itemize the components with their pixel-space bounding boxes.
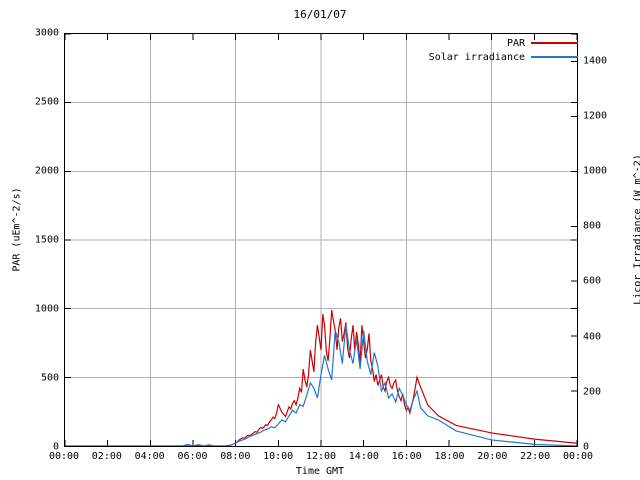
series-line — [65, 309, 577, 446]
data-series-layer — [65, 309, 577, 446]
x-axis-tick-label: 04:00 — [134, 451, 165, 462]
y-axis-right-tick-label: 0 — [583, 441, 590, 453]
legend-swatch-par — [531, 42, 578, 44]
y-axis-right-tick-label: 1400 — [583, 55, 608, 67]
legend-item-solar-irradiance: Solar irradiance — [398, 50, 578, 64]
series-line — [65, 325, 577, 446]
x-axis-tick-label: 00:00 — [562, 451, 594, 462]
x-axis-tick-label: 00:00 — [48, 451, 80, 462]
y-axis-right-tick-label: 800 — [583, 220, 602, 232]
x-axis-tick-label: 02:00 — [91, 451, 122, 462]
x-axis-tick-label: 18:00 — [434, 451, 465, 462]
y-axis-right-tick-label: 600 — [583, 275, 602, 287]
x-axis-tick-label: 12:00 — [305, 451, 337, 462]
legend-label-par: PAR — [506, 37, 525, 49]
grid-lines — [65, 34, 577, 446]
x-axis-tick-label: 10:00 — [263, 451, 294, 462]
x-axis-tick-label: 14:00 — [348, 451, 379, 462]
y-axis-left-tick-label: 500 — [40, 372, 59, 384]
legend-swatch-solar-irradiance — [531, 56, 578, 58]
y-axis-right-tick-label: 1200 — [583, 110, 608, 122]
y-axis-right-title: Licor Irradiance (W m^-2) — [632, 154, 640, 305]
x-axis-tick-label: 20:00 — [477, 451, 508, 462]
legend-label-solar-irradiance: Solar irradiance — [428, 51, 525, 63]
y-axis-right-ticks: 0 200 400 600 800 1000 1200 1400 — [583, 0, 628, 480]
legend-item-par: PAR — [398, 36, 578, 50]
y-axis-left-tick-label: 1500 — [34, 234, 59, 246]
chart-legend: PAR Solar irradiance — [398, 33, 578, 64]
x-axis-ticks: 00:00 02:00 04:00 06:00 08:00 10:00 12:00 14:00… — [0, 451, 640, 467]
y-axis-left-ticks: 0 500 1000 1500 2000 2500 3000 — [0, 0, 59, 480]
y-axis-left-tick-label: 1000 — [34, 303, 59, 315]
y-axis-right-tick-label: 400 — [583, 331, 602, 343]
x-axis-tick-label: 16:00 — [391, 451, 422, 462]
y-axis-left-tick-label: 3000 — [34, 27, 59, 39]
y-axis-right-tick-label: 1000 — [583, 165, 608, 177]
x-axis-tick-label: 08:00 — [220, 451, 251, 462]
x-axis-tick-label: 22:00 — [520, 451, 551, 462]
y-axis-right-tick-label: 200 — [583, 386, 602, 398]
chart-title: 16/01/07 — [293, 8, 347, 21]
x-axis-title: Time GMT — [295, 466, 345, 477]
x-axis-tick-label: 06:00 — [177, 451, 208, 462]
plot-area — [64, 33, 578, 447]
y-axis-left-tick-label: 2000 — [34, 165, 59, 177]
y-axis-left-tick-label: 2500 — [34, 96, 59, 108]
y-axis-left-title: PAR (uEm^-2/s) — [11, 187, 23, 272]
y-axis-left-tick-label: 0 — [52, 441, 59, 453]
